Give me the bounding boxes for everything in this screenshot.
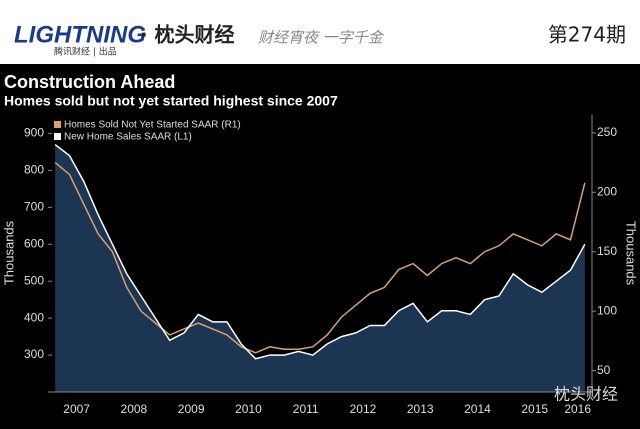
y-axis-title: Thousands bbox=[1, 220, 16, 285]
x-tick-label: 2015 bbox=[521, 402, 548, 416]
y-tick-label: 700 bbox=[24, 200, 44, 214]
y2-tick-label: 150 bbox=[597, 244, 617, 258]
issue: 第274期 bbox=[548, 23, 626, 47]
y-tick-label: 600 bbox=[24, 236, 44, 250]
legend-swatch bbox=[54, 121, 61, 128]
y-tick-label: 800 bbox=[24, 163, 44, 177]
area bbox=[55, 144, 585, 392]
chart-title: Construction Ahead bbox=[4, 72, 175, 92]
y2-tick-label: 100 bbox=[597, 303, 617, 317]
x-tick-label: 2010 bbox=[235, 402, 262, 416]
y2-tick-label: 250 bbox=[597, 125, 617, 139]
x-tick-label: 2016 bbox=[564, 402, 591, 416]
logo: LIGHTNING bbox=[14, 21, 146, 48]
legend-swatch bbox=[54, 133, 61, 140]
x-tick-label: 2012 bbox=[350, 402, 377, 416]
header-bar bbox=[0, 0, 640, 64]
x-tick-label: 2013 bbox=[407, 402, 434, 416]
watermark: 枕头财经 bbox=[554, 385, 618, 404]
y2-tick-label: 200 bbox=[597, 184, 617, 198]
producer: 腾讯财经 | 出品 bbox=[54, 46, 117, 58]
chart-subtitle: Homes sold but not yet started highest s… bbox=[4, 93, 338, 109]
y2-tick-label: 50 bbox=[597, 363, 611, 377]
brand: · 枕头财经 bbox=[140, 23, 235, 47]
x-tick-label: 2007 bbox=[63, 402, 90, 416]
slogan: 财经宵夜 一字千金 bbox=[258, 29, 385, 47]
x-tick-label: 2014 bbox=[464, 402, 491, 416]
x-tick-label: 2008 bbox=[121, 402, 148, 416]
line bbox=[54, 143, 586, 360]
line bbox=[54, 161, 586, 354]
y-tick-label: 400 bbox=[24, 310, 44, 324]
legend-label: Homes Sold Not Yet Started SAAR (R1) bbox=[64, 120, 241, 131]
y-tick-label: 300 bbox=[24, 347, 44, 361]
x-tick-label: 2009 bbox=[178, 402, 205, 416]
y-tick-label: 900 bbox=[24, 126, 44, 140]
legend-label: New Home Sales SAAR (L1) bbox=[64, 132, 192, 143]
y-tick-label: 500 bbox=[24, 273, 44, 287]
x-tick-label: 2011 bbox=[293, 402, 319, 416]
y2-axis-title: Thousands bbox=[624, 221, 639, 286]
